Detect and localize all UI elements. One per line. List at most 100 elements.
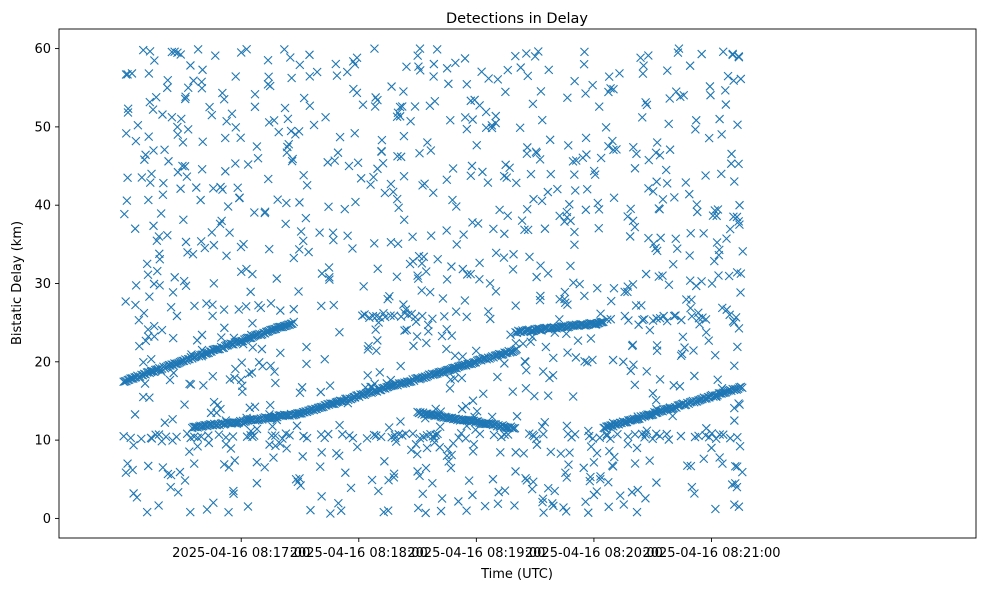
clutter-point (227, 109, 237, 119)
clutter-point (727, 480, 737, 489)
clutter-point (568, 156, 578, 166)
clutter-point (722, 305, 732, 315)
track-point (404, 377, 413, 387)
clutter-point (518, 339, 528, 348)
clutter-point (655, 375, 665, 384)
clutter-point (371, 346, 381, 356)
clutter-point (726, 159, 736, 169)
track-point (348, 433, 358, 443)
clutter-point (134, 341, 144, 351)
clutter-point (219, 323, 229, 333)
clutter-point (168, 436, 177, 445)
clutter-point (399, 131, 409, 141)
clutter-point (224, 507, 233, 517)
clutter-point (264, 72, 274, 82)
clutter-point (317, 492, 327, 501)
clutter-point (188, 249, 198, 259)
clutter-point (462, 270, 472, 279)
clutter-point (588, 355, 597, 365)
clutter-point (668, 411, 678, 421)
clutter-point (480, 501, 490, 511)
clutter-point (328, 235, 338, 245)
clutter-point (595, 474, 605, 484)
clutter-point (478, 389, 488, 399)
clutter-point (669, 380, 679, 390)
clutter-point (536, 86, 546, 96)
track-point (403, 310, 413, 320)
clutter-point (561, 506, 571, 516)
track-point (274, 322, 284, 332)
track-point (221, 433, 231, 442)
clutter-point (268, 422, 277, 431)
clutter-point (738, 246, 748, 256)
clutter-point (142, 507, 152, 517)
clutter-point (491, 111, 501, 121)
clutter-point (294, 287, 303, 296)
clutter-point (149, 221, 158, 231)
clutter-point (265, 410, 274, 419)
clutter-point (729, 416, 739, 425)
clutter-point (147, 169, 156, 179)
clutter-point (630, 222, 640, 232)
clutter-point (275, 348, 285, 358)
clutter-point (123, 104, 133, 114)
clutter-point (123, 173, 132, 183)
clutter-point (371, 93, 381, 102)
clutter-point (437, 494, 447, 503)
clutter-point (121, 128, 131, 138)
clutter-point (641, 269, 651, 279)
clutter-point (485, 278, 495, 288)
clutter-point (527, 332, 537, 342)
clutter-point (468, 447, 478, 456)
clutter-point (627, 487, 637, 497)
clutter-point (193, 44, 203, 54)
clutter-point (581, 89, 590, 98)
clutter-point (548, 501, 558, 511)
track-point (715, 430, 725, 439)
clutter-point (435, 422, 445, 432)
clutter-point (266, 298, 276, 308)
clutter-point (607, 461, 617, 470)
track-point (735, 382, 744, 392)
clutter-point (532, 440, 542, 450)
track-point (581, 321, 590, 330)
clutter-point (351, 197, 360, 207)
clutter-point (242, 44, 252, 54)
clutter-point (569, 170, 579, 180)
clutter-point (511, 447, 521, 457)
clutter-point (236, 375, 246, 385)
clutter-point (265, 400, 275, 410)
clutter-point (335, 132, 345, 142)
clutter-point (272, 415, 282, 425)
clutter-point (375, 368, 385, 377)
track-point (619, 418, 629, 427)
clutter-point (628, 280, 638, 289)
clutter-point (180, 161, 190, 171)
clutter-point (154, 249, 164, 259)
clutter-point (428, 431, 438, 441)
clutter-point (393, 239, 403, 249)
clutter-point (165, 375, 175, 385)
clutter-point (644, 155, 654, 165)
clutter-point (442, 274, 452, 284)
clutter-point (457, 373, 467, 383)
clutter-point (294, 244, 304, 254)
clutter-point (562, 421, 572, 431)
clutter-point (131, 136, 141, 146)
clutter-point (645, 325, 655, 335)
clutter-point (367, 382, 377, 392)
clutter-point (556, 449, 566, 459)
clutter-point (722, 234, 731, 244)
clutter-point (151, 92, 161, 102)
clutter-point (219, 459, 229, 469)
clutter-point (123, 108, 133, 117)
clutter-point (570, 240, 579, 250)
clutter-point (212, 408, 221, 418)
track-point (468, 358, 478, 368)
clutter-point (340, 468, 350, 478)
clutter-point (583, 426, 593, 436)
clutter-point (187, 350, 196, 359)
clutter-point (530, 52, 540, 61)
clutter-point (250, 102, 260, 112)
track-point (302, 433, 312, 443)
